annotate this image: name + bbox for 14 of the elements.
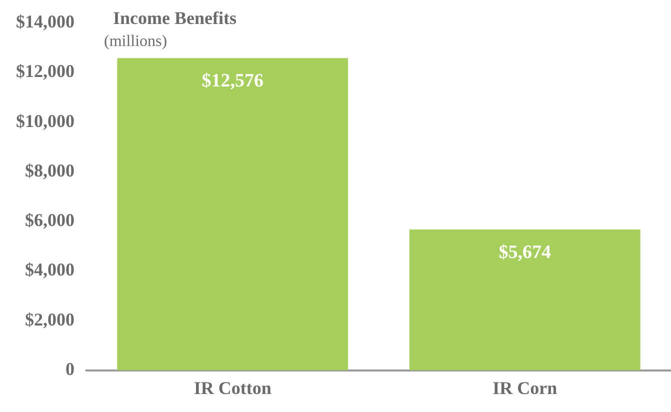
data-label: $12,576	[202, 70, 264, 92]
chart-title: Income Benefits	[113, 8, 236, 29]
y-tick-label: $10,000	[16, 110, 74, 131]
y-tick-label: $2,000	[25, 309, 74, 330]
y-tick-label: $6,000	[25, 210, 74, 230]
y-tick-label: $8,000	[25, 160, 74, 180]
y-tick-label: $14,000	[16, 11, 74, 32]
y-tick-label: $12,000	[16, 61, 74, 82]
x-tick-label: IR Cotton	[194, 378, 272, 398]
y-tick-label: $4,000	[25, 260, 74, 280]
y-tick-label: 0	[66, 359, 74, 380]
data-label: $5,674	[498, 242, 552, 263]
x-tick-label: IR Corn	[492, 378, 558, 398]
text: (millions)	[104, 33, 168, 51]
